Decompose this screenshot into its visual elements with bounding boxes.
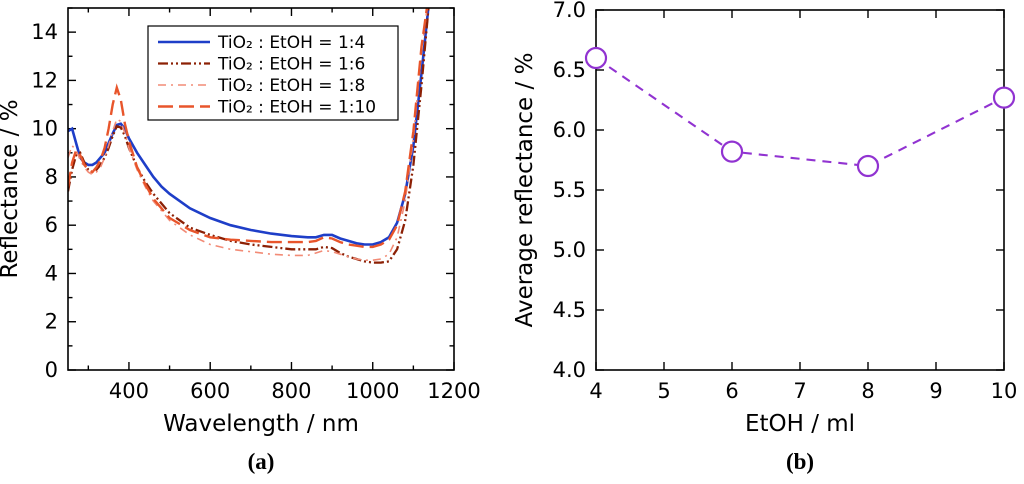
series-line	[68, 8, 430, 264]
panel-a-caption: (a)	[247, 449, 275, 474]
plot-frame	[67, 7, 455, 371]
x-axis-title: Wavelength / nm	[163, 411, 359, 437]
panel-a: 400 600 800 1000 1200 0 2 4 6 8 10 12 14 Wavelength /…	[0, 7, 481, 474]
panel-b: 4 5 6 7 8 9 10 4.0 4.5 5.0 5.5 6.0 6.5 7.0 EtOH / ml Av…	[512, 0, 1024, 484]
plot-frame	[595, 9, 1005, 371]
y-tick-label: 4.5	[553, 298, 586, 322]
y-tick-label: 7.0	[553, 0, 586, 22]
x-tick-label: 600	[190, 379, 230, 403]
series-line	[68, 8, 430, 246]
y-tick-label: 14	[31, 20, 58, 44]
y-tick-label: 10	[31, 117, 58, 141]
x-tick-label: 9	[929, 379, 942, 403]
x-tick-label: 10	[991, 379, 1018, 403]
data-point-marker	[992, 86, 1016, 109]
x-axis-title: EtOH / ml	[745, 411, 855, 437]
x-tick-label: 1000	[346, 379, 399, 403]
data-point-marker	[584, 46, 608, 70]
series-line	[596, 57, 1004, 168]
legend-label: TiO₂ : EtOH = 1:8	[217, 76, 365, 96]
x-tick-label: 7	[793, 379, 806, 403]
y-tick-label: 12	[31, 68, 58, 92]
x-tick-label: 6	[725, 379, 738, 403]
y-tick-label: 4	[45, 261, 58, 285]
data-point-marker	[720, 140, 744, 163]
axis-ticks	[595, 9, 1005, 371]
y-tick-label: 6	[45, 213, 58, 237]
y-tick-label: 6.5	[553, 58, 586, 82]
y-tick-label: 5.0	[553, 238, 586, 262]
y-tick-label: 8	[45, 165, 58, 189]
reflectance-spectra-chart: 400 600 800 1000 1200 0 2 4 6 8 10 12 14 Wavelength /…	[0, 7, 481, 437]
series-line	[68, 8, 429, 249]
x-tick-label: 8	[861, 379, 874, 403]
y-tick-label: 0	[45, 358, 58, 382]
x-tick-label: 800	[271, 379, 311, 403]
x-tick-label: 1200	[427, 379, 480, 403]
panel-b-caption: (b)	[785, 449, 815, 474]
y-tick-label: 2	[45, 310, 58, 334]
series-lines	[68, 8, 430, 264]
x-tick-label: 400	[109, 379, 149, 403]
y-tick-label: 4.0	[553, 358, 586, 382]
legend-label: TiO₂ : EtOH = 1:4	[217, 33, 365, 53]
legend-label: TiO₂ : EtOH = 1:6	[217, 55, 365, 75]
series-lines	[596, 57, 1004, 168]
data-point-marker	[856, 154, 880, 178]
y-tick-label: 5.5	[553, 178, 586, 202]
x-tick-label: 5	[657, 379, 670, 403]
x-tick-label: 4	[589, 379, 602, 403]
legend-label: TiO₂ : EtOH = 1:10	[217, 98, 376, 118]
y-axis-title: Reflectance / %	[0, 99, 23, 278]
average-reflectance-chart: 4 5 6 7 8 9 10 4.0 4.5 5.0 5.5 6.0 6.5 7.0 EtOH / ml Av…	[512, 0, 1018, 437]
series-line	[68, 8, 428, 261]
y-tick-label: 6.0	[553, 118, 586, 142]
y-axis-title: Average reflectance / %	[512, 53, 538, 328]
